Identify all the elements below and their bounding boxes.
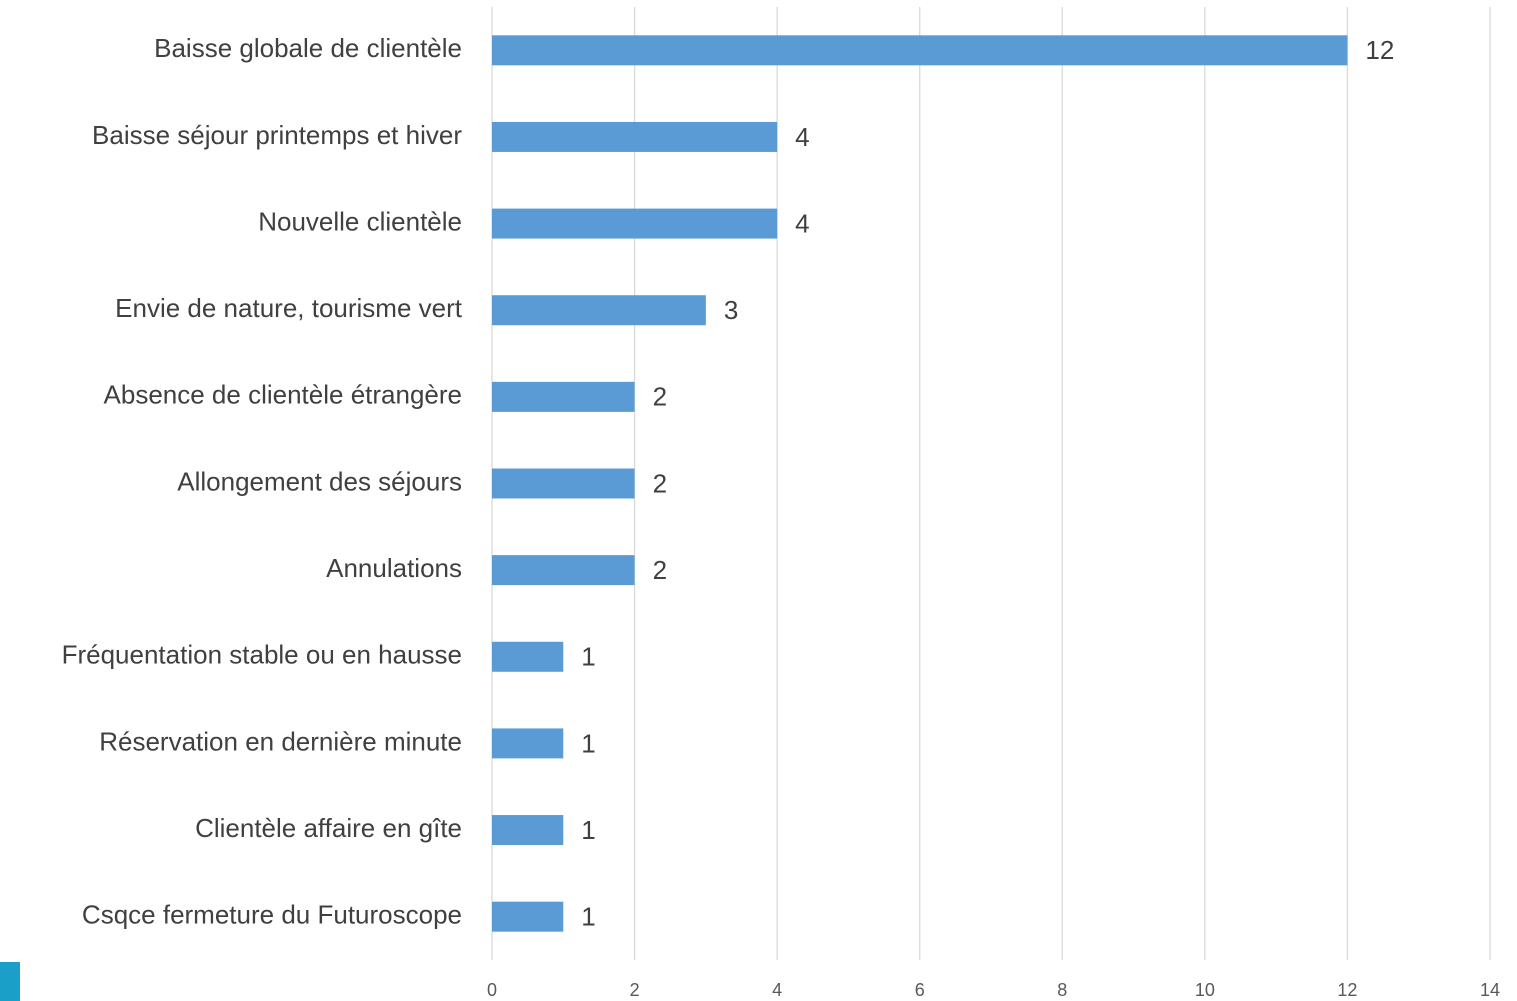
x-tick-label: 0 bbox=[487, 980, 497, 1000]
bar bbox=[492, 35, 1348, 66]
data-label: 1 bbox=[581, 642, 595, 672]
category-label: Baisse globale de clientèle bbox=[154, 33, 462, 63]
data-label: 4 bbox=[795, 122, 809, 152]
bar bbox=[492, 641, 564, 672]
category-label: Baisse séjour printemps et hiver bbox=[92, 120, 462, 150]
category-label: Annulations bbox=[326, 553, 462, 583]
x-tick-label: 2 bbox=[630, 980, 640, 1000]
data-label: 4 bbox=[795, 208, 809, 238]
bar bbox=[492, 208, 778, 239]
x-tick-label: 8 bbox=[1057, 980, 1067, 1000]
data-label: 2 bbox=[653, 382, 667, 412]
bar bbox=[492, 901, 564, 932]
corner-accent bbox=[0, 962, 20, 1001]
x-tick-label: 6 bbox=[915, 980, 925, 1000]
category-label: Nouvelle clientèle bbox=[258, 206, 462, 236]
category-label: Clientèle affaire en gîte bbox=[195, 813, 462, 843]
data-label: 1 bbox=[581, 815, 595, 845]
x-tick-label: 14 bbox=[1480, 980, 1500, 1000]
x-tick-label: 4 bbox=[772, 980, 782, 1000]
category-label: Absence de clientèle étrangère bbox=[104, 380, 462, 410]
bar bbox=[492, 815, 564, 846]
data-label: 12 bbox=[1365, 35, 1394, 65]
data-label: 1 bbox=[581, 728, 595, 758]
category-label: Réservation en dernière minute bbox=[99, 726, 462, 756]
bar bbox=[492, 728, 564, 759]
category-label: Allongement des séjours bbox=[177, 466, 462, 496]
category-label: Csqce fermeture du Futuroscope bbox=[82, 900, 462, 930]
x-tick-label: 10 bbox=[1195, 980, 1215, 1000]
bar bbox=[492, 295, 706, 326]
data-label: 3 bbox=[724, 295, 738, 325]
category-label: Envie de nature, tourisme vert bbox=[115, 293, 463, 323]
bar bbox=[492, 121, 778, 152]
data-label: 2 bbox=[653, 468, 667, 498]
category-label: Fréquentation stable ou en hausse bbox=[62, 640, 462, 670]
bar bbox=[492, 555, 635, 586]
data-label: 2 bbox=[653, 555, 667, 585]
bar bbox=[492, 381, 635, 412]
data-label: 1 bbox=[581, 902, 595, 932]
x-tick-label: 12 bbox=[1337, 980, 1357, 1000]
bar bbox=[492, 468, 635, 499]
